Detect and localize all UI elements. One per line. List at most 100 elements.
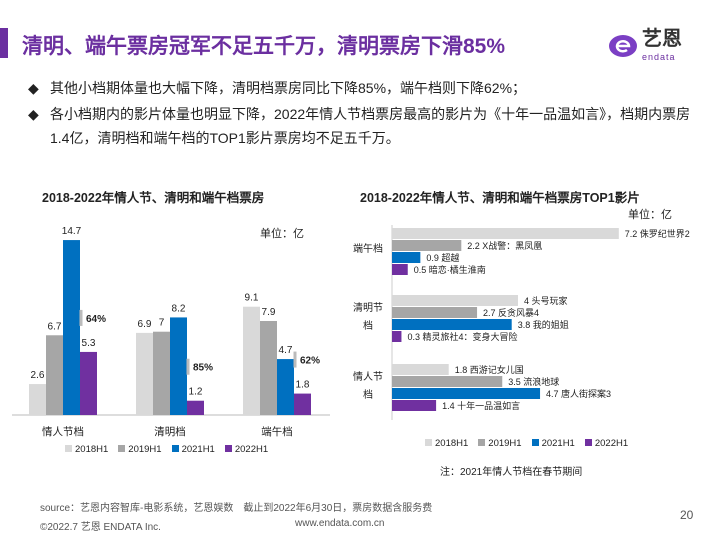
legend-label: 2018H1: [75, 444, 109, 455]
bar-2019H1: [46, 335, 63, 415]
legend-item: 2018H1: [425, 438, 468, 449]
legend-label: 2022H1: [234, 444, 269, 455]
bar-2022H1: [294, 393, 311, 415]
data-label: 14.7: [62, 226, 82, 237]
left-chart-unit: 单位：亿: [260, 228, 304, 240]
right-bar-chart: 7.2 侏罗纪世界2 2.2 X战警：黑凤凰 0.9 超越0.5 暗恋·橘生淮南 端午…: [353, 225, 690, 420]
data-label: 5.3: [82, 338, 96, 349]
bar-label: 1.4 十年一品温如言: [442, 400, 520, 411]
bar-2021H1: [392, 388, 541, 399]
bar-2021H1: [63, 240, 80, 415]
decline-label: 62%: [300, 356, 320, 367]
logo-cn: 艺恩: [642, 28, 682, 50]
legend-swatch: [224, 445, 232, 452]
bar-2019H1: [392, 376, 503, 387]
bar-label: 0.9 超越: [426, 252, 459, 263]
bar-2021H1: [392, 319, 512, 330]
bar-2018H1: [243, 306, 260, 415]
legend-swatch: [478, 439, 486, 446]
bar-2022H1: [392, 264, 408, 275]
right-chart-note: 注：2021年情人节档在春节期间: [440, 467, 583, 478]
bar-2019H1: [392, 240, 462, 251]
bullet-1: ◆ 其他小档期体量也大幅下降，清明档票房同比下降85%，端午档则下降62%；: [28, 76, 698, 100]
logo-icon: [609, 35, 637, 57]
legend-swatch: [584, 439, 592, 446]
category-label: 端午档: [261, 425, 293, 438]
legend-label: 2022H1: [594, 438, 629, 449]
right-chart-title: 2018-2022年情人节、清明和端午档票房TOP1影片: [360, 191, 640, 205]
category-label: 端午档: [353, 242, 383, 255]
legend-swatch: [65, 445, 72, 452]
bar-2021H1: [170, 317, 187, 415]
legend-item: 2018H1: [65, 444, 108, 455]
legend-item: 2022H1: [224, 444, 269, 455]
right-chart-unit: 单位：亿: [628, 209, 672, 221]
bar-2022H1: [80, 351, 97, 415]
data-label: 7: [159, 318, 165, 329]
right-chart-legend: 2018H1 2019H1 2021H1 2022H1: [425, 438, 628, 449]
category-label: 清明节: [353, 301, 383, 314]
legend-swatch: [425, 439, 432, 446]
decline-label: 64%: [86, 314, 106, 325]
data-label: 1.8: [296, 380, 310, 391]
legend-item: 2021H1: [531, 438, 575, 449]
endata-logo: 艺恩 endata: [608, 28, 708, 64]
data-label: 1.2: [189, 387, 203, 398]
legend-label: 2021H1: [181, 444, 215, 455]
bar-2021H1: [277, 359, 294, 415]
bar-2018H1: [29, 384, 46, 415]
decline-label: 85%: [193, 363, 213, 374]
legend-swatch: [118, 445, 126, 452]
bar-2018H1: [136, 332, 153, 415]
data-label: 4.7: [279, 345, 293, 356]
bar-2019H1: [392, 307, 478, 318]
legend-item: 2019H1: [118, 444, 162, 455]
bullet-2: ◆ 各小档期内的影片体量也明显下降，2022年情人节档票房最高的影片为《十年一品温…: [28, 102, 698, 150]
legend-label: 2021H1: [541, 438, 575, 449]
legend-swatch: [531, 439, 539, 446]
bar-label: 1.8 西游记女儿国: [455, 364, 524, 375]
page-number: 20: [680, 508, 694, 522]
data-label: 2.6: [31, 370, 45, 381]
bar-label: 4 头号玩家: [524, 295, 568, 306]
website-link[interactable]: www.endata.com.cn: [295, 518, 385, 529]
bar-2019H1: [153, 331, 170, 415]
bar-2022H1: [187, 400, 204, 415]
left-chart-title: 2018-2022年情人节、清明和端午档票房: [42, 191, 265, 205]
bar-label: 7.2 侏罗纪世界2: [625, 228, 690, 239]
bar-label: 3.5 流浪地球: [508, 376, 559, 387]
bar-2022H1: [392, 400, 437, 411]
legend-label: 2018H1: [435, 438, 469, 449]
bar-2018H1: [392, 295, 518, 306]
page-title: 清明、端午票房冠军不足五千万，清明票房下滑85%: [22, 35, 506, 58]
source-note: source：艺恩内容智库-电影系统，艺恩娱数 截止到2022年6月30日，票房…: [40, 503, 433, 514]
data-label: 7.9: [262, 307, 276, 318]
legend-label: 2019H1: [488, 438, 522, 449]
bar-label: 3.8 我的姐姐: [518, 319, 569, 330]
copyright: ©2022.7 艺恩 ENDATA Inc.: [40, 522, 161, 533]
bar-2019H1: [260, 320, 277, 415]
diamond-bullet-icon: ◆: [28, 106, 39, 122]
bar-label: 0.5 暗恋·橘生淮南: [414, 264, 486, 275]
legend-label: 2019H1: [128, 444, 162, 455]
category-label: 清明档: [154, 425, 186, 438]
bar-label: 4.7 唐人街探案3: [546, 388, 611, 399]
category-label: 档: [363, 388, 373, 401]
category-label: 情人节: [353, 370, 383, 383]
left-bar-chart: 2.6 6.7 14.7 5.3 情人节档 64% 6.9 7 8.2 1.2 清明档 85% 9.17…: [12, 226, 330, 438]
bar-label: 0.3 精灵旅社4：变身大冒险: [407, 331, 517, 342]
legend-item: 2022H1: [584, 438, 629, 449]
logo-en: endata: [642, 52, 676, 62]
left-chart-legend: 2018H1 2019H1 2021H1 2022H1: [65, 444, 268, 455]
bar-2021H1: [392, 252, 421, 263]
legend-item: 2021H1: [171, 444, 215, 455]
data-label: 6.7: [48, 321, 62, 332]
bar-2018H1: [392, 364, 449, 375]
data-label: 8.2: [172, 303, 186, 314]
bar-2018H1: [392, 228, 619, 239]
legend-swatch: [171, 445, 179, 452]
title-accent-bar: [0, 28, 8, 58]
data-label: 6.9: [138, 319, 152, 330]
category-label: 情人节档: [42, 425, 84, 438]
data-label: 9.1: [245, 293, 259, 304]
